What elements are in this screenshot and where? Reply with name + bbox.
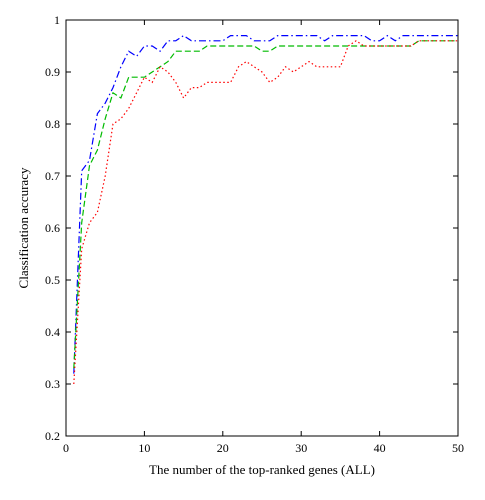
y-tick-label: 0.6 [45,221,60,235]
y-tick-label: 0.4 [45,325,60,339]
x-tick-label: 10 [138,441,150,455]
series-line-3 [73,40,458,385]
x-axis-label: The number of the top-ranked genes (ALL) [149,462,375,477]
y-axis-label: Classification accuracy [16,167,31,288]
series-layer [73,34,458,385]
series-line-1 [73,34,458,374]
x-tick-label: 50 [452,441,464,455]
y-tick-label: 0.8 [45,117,60,131]
x-axis-ticks: 0 10 20 30 40 50 [63,20,464,455]
y-tick-label: 0.3 [45,377,60,391]
series-line-2 [73,40,458,369]
y-tick-label: 0.5 [45,273,60,287]
y-tick-label: 1 [54,13,60,27]
x-tick-label: 0 [63,441,69,455]
x-tick-label: 40 [374,441,386,455]
y-tick-label: 0.7 [45,169,60,183]
y-tick-label: 0.9 [45,65,60,79]
y-tick-label: 0.2 [45,429,60,443]
x-tick-label: 30 [295,441,307,455]
plot-frame [65,19,459,437]
y-axis-ticks: 0.2 0.3 0.4 0.5 0.6 0.7 0.8 0.9 1 [45,13,458,443]
x-tick-label: 20 [217,441,229,455]
